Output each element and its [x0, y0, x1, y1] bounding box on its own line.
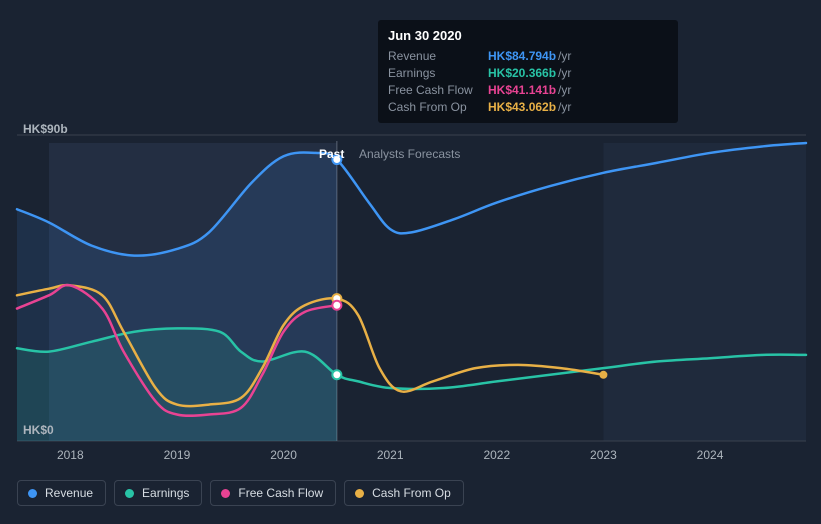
- x-axis-tick: 2021: [377, 448, 404, 462]
- legend-item-revenue[interactable]: Revenue: [17, 480, 106, 506]
- tooltip-row-label: Free Cash Flow: [388, 83, 488, 97]
- x-axis-tick: 2018: [57, 448, 84, 462]
- tooltip-row-label: Earnings: [388, 66, 488, 80]
- x-axis-tick: 2019: [164, 448, 191, 462]
- x-axis-tick: 2024: [697, 448, 724, 462]
- legend: Revenue Earnings Free Cash Flow Cash From O…: [17, 480, 464, 506]
- legend-label: Cash From Op: [372, 486, 451, 500]
- y-axis-min-label: HK$0: [23, 423, 54, 437]
- tooltip-box: Jun 30 2020 RevenueHK$84.794b/yrEarnings…: [378, 20, 678, 123]
- tooltip-row-label: Revenue: [388, 49, 488, 63]
- legend-item-cash-from-op[interactable]: Cash From Op: [344, 480, 464, 506]
- forecast-label: Analysts Forecasts: [359, 147, 460, 161]
- legend-label: Revenue: [45, 486, 93, 500]
- tooltip-row-value: HK$43.062b: [488, 100, 556, 114]
- legend-swatch: [355, 489, 364, 498]
- y-axis-max-label: HK$90b: [23, 122, 68, 136]
- tooltip-row: Free Cash FlowHK$41.141b/yr: [388, 81, 668, 98]
- tooltip-row-value: HK$41.141b: [488, 83, 556, 97]
- legend-label: Free Cash Flow: [238, 486, 323, 500]
- tooltip-row-value: HK$20.366b: [488, 66, 556, 80]
- forecast-chart: Jun 30 2020 RevenueHK$84.794b/yrEarnings…: [0, 0, 821, 524]
- x-axis: 2018 2019 2020 2021 2022 2023 2024: [17, 448, 806, 464]
- past-label: Past: [319, 147, 344, 161]
- tooltip-row-value: HK$84.794b: [488, 49, 556, 63]
- tooltip-row: RevenueHK$84.794b/yr: [388, 47, 668, 64]
- tooltip-row-unit: /yr: [558, 66, 571, 80]
- x-axis-tick: 2020: [270, 448, 297, 462]
- legend-item-earnings[interactable]: Earnings: [114, 480, 202, 506]
- legend-swatch: [28, 489, 37, 498]
- legend-swatch: [221, 489, 230, 498]
- x-axis-tick: 2022: [483, 448, 510, 462]
- tooltip-row-unit: /yr: [558, 49, 571, 63]
- legend-swatch: [125, 489, 134, 498]
- tooltip-row-label: Cash From Op: [388, 100, 488, 114]
- legend-label: Earnings: [142, 486, 189, 500]
- x-axis-tick: 2023: [590, 448, 617, 462]
- tooltip-row-unit: /yr: [558, 83, 571, 97]
- tooltip-row: EarningsHK$20.366b/yr: [388, 64, 668, 81]
- legend-item-free-cash-flow[interactable]: Free Cash Flow: [210, 480, 336, 506]
- tooltip-row-unit: /yr: [558, 100, 571, 114]
- tooltip-title: Jun 30 2020: [388, 28, 668, 43]
- tooltip-row: Cash From OpHK$43.062b/yr: [388, 98, 668, 115]
